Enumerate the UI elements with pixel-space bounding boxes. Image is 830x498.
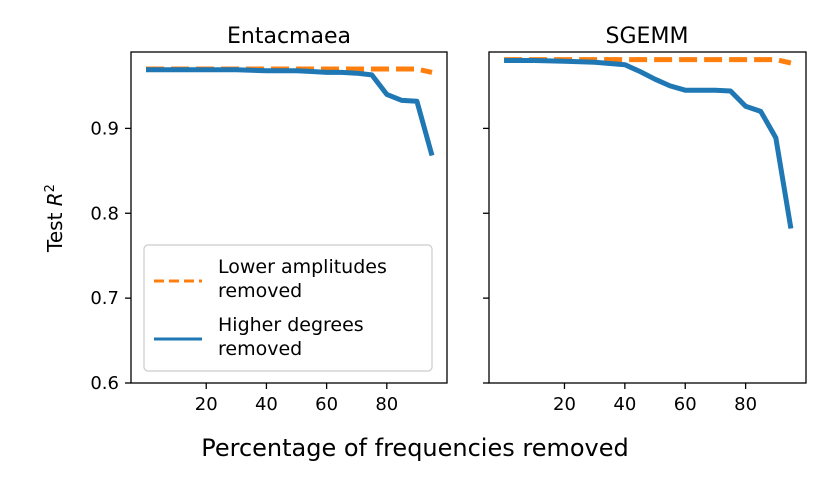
x-axis-label: Percentage of frequencies removed: [201, 434, 629, 462]
legend-label-line1: Lower amplitudes: [218, 256, 387, 278]
legend-label-line2: removed: [218, 338, 302, 360]
x-tick-label: 20: [195, 394, 218, 415]
panel-title-sgemm: SGEMM: [606, 24, 689, 49]
y-axis-label: Test R2: [43, 184, 67, 253]
x-tick-label: 60: [315, 394, 338, 415]
panel-sgemm: SGEMM 20 40 60 80: [483, 24, 807, 415]
y-tick-label: 0.6: [90, 373, 119, 394]
axes-frame-sgemm: [488, 51, 807, 384]
series-line-sgemm-higher-degrees: [504, 58, 794, 229]
x-tick-label: 40: [613, 394, 636, 415]
legend-box: [143, 244, 433, 372]
legend-label-line1: Higher degrees: [218, 314, 364, 336]
panel-title-entacmaea: Entacmaea: [227, 24, 351, 49]
x-tick-label: 60: [674, 394, 697, 415]
legend-label-line2: removed: [218, 280, 302, 302]
y-tick-label: 0.8: [90, 203, 119, 224]
series-line-entacmaea-higher-degrees: [146, 67, 435, 157]
axes-frame-entacmaea: [130, 51, 448, 384]
y-tick-label: 0.9: [90, 118, 119, 139]
panel-entacmaea: Entacmaea 20 40 60 80 0.6 0.7 0.8 0.9 Lower ampl…: [90, 24, 448, 415]
x-tick-label: 20: [553, 394, 576, 415]
y-tick-label: 0.7: [90, 288, 119, 309]
x-tick-label: 80: [375, 394, 398, 415]
x-tick-label: 80: [734, 394, 757, 415]
plot-area-sgemm: 20 40 60 80: [483, 51, 807, 415]
x-tick-label: 40: [255, 394, 278, 415]
